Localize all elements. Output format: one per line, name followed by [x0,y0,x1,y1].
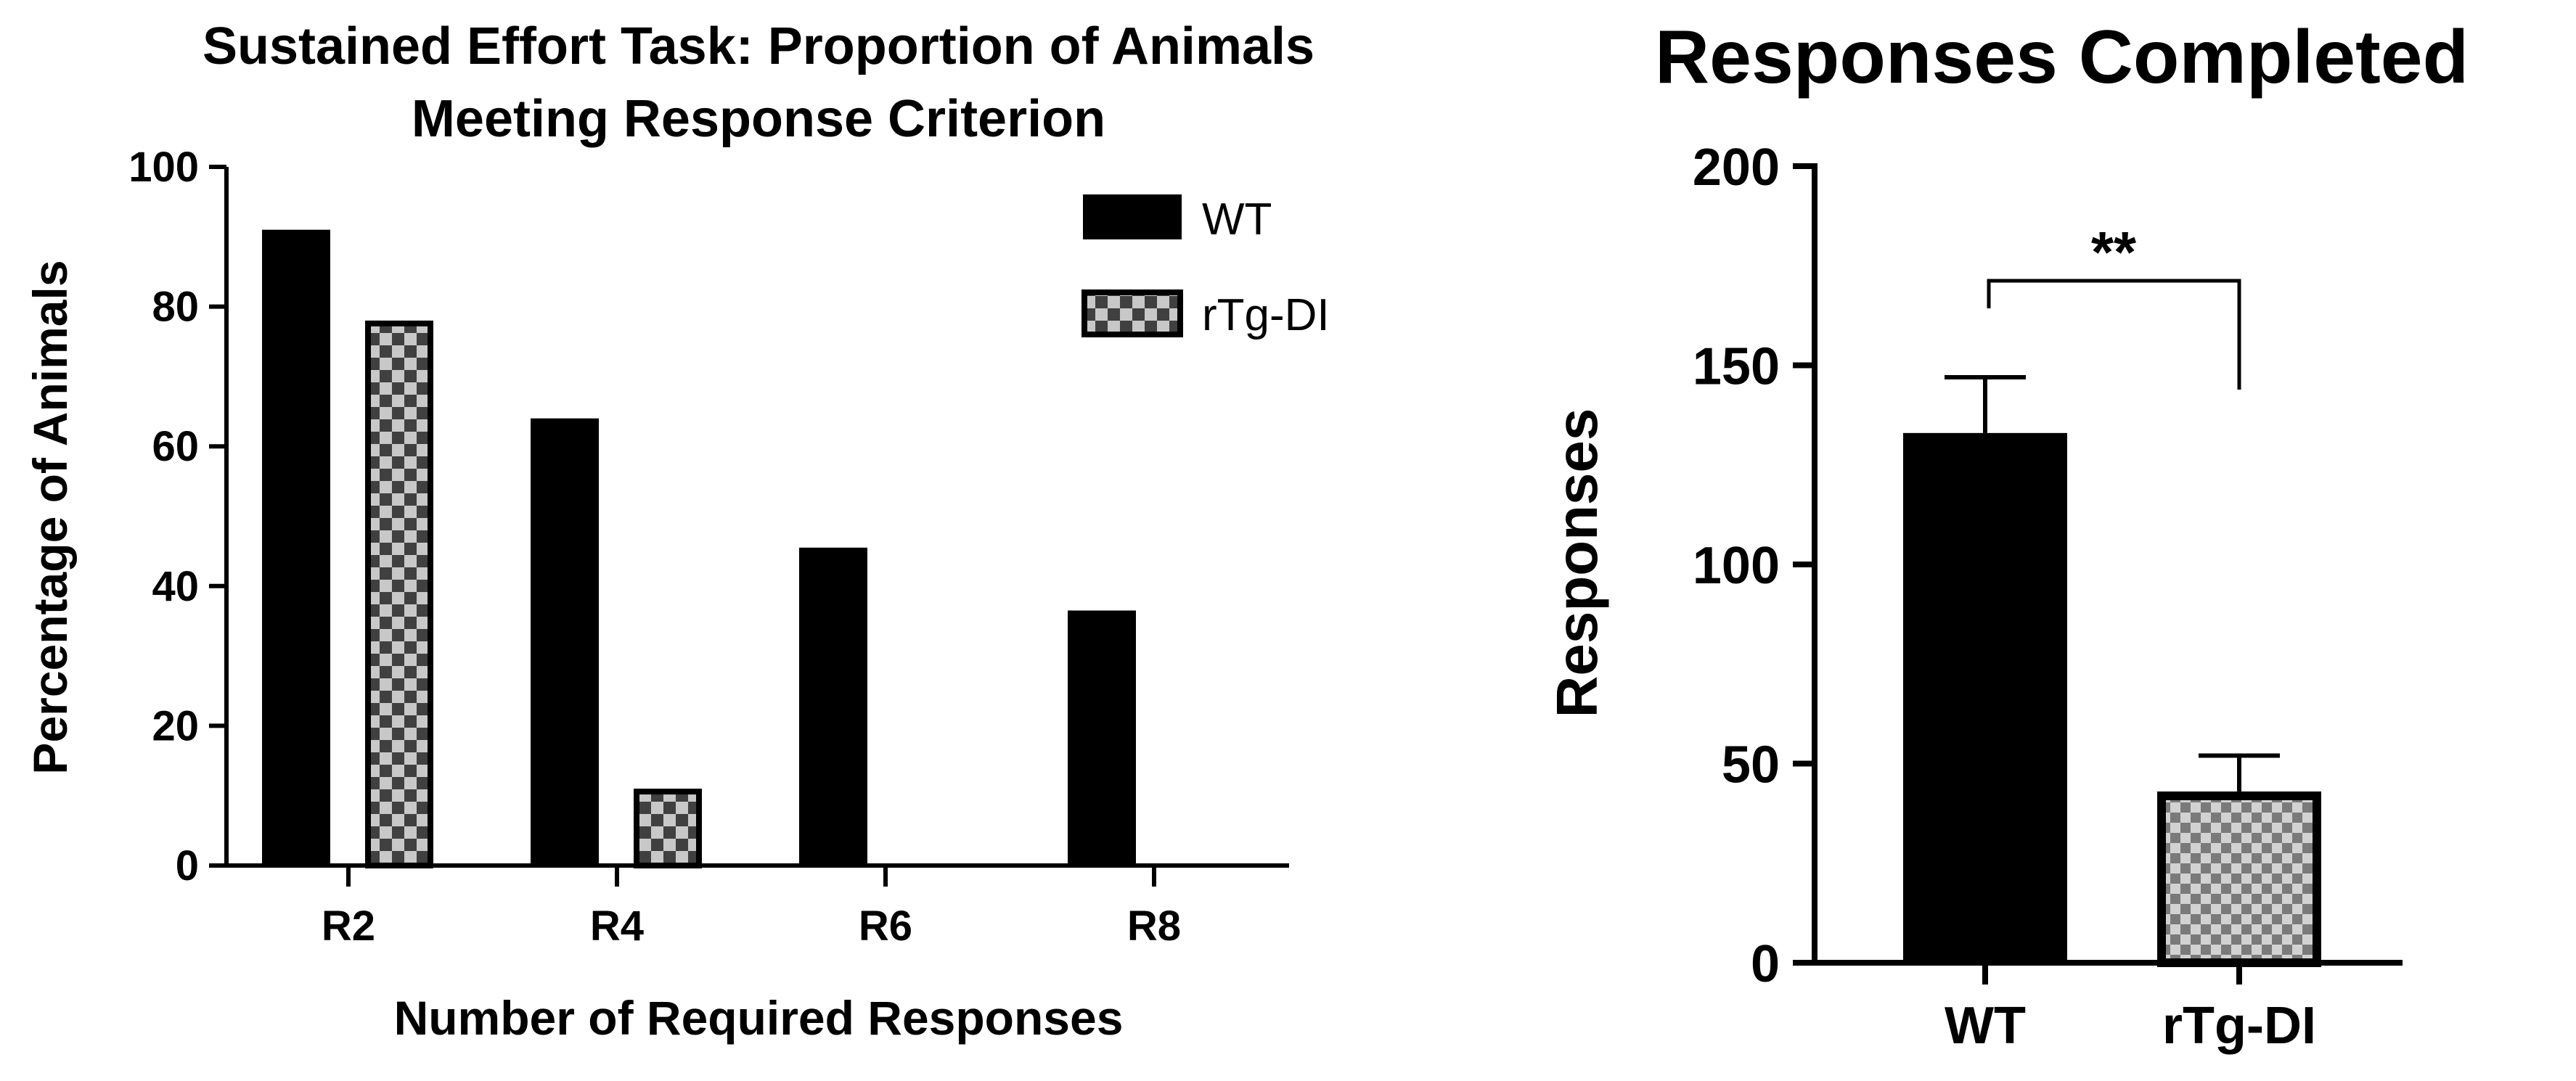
left-x-axis-label: Number of Required Responses [394,991,1124,1045]
left-x-tick-label-r2: R2 [322,903,375,950]
legend: WT rTg-DI [1081,194,1330,340]
left-y-tick-label-60: 60 [152,423,199,470]
bar-wt [1903,432,2067,963]
left-chart-title-line-1: Sustained Effort Task: Proportion of Ani… [203,17,1314,75]
significance-bracket-line [1987,279,2241,390]
significance-label: ** [2091,220,2137,284]
right-y-tick-label-200: 200 [1693,139,1780,197]
left-y-ticks: 0 20 40 60 80 100 [128,144,226,889]
bar-wt-r6 [799,547,867,866]
right-y-axis-label: Responses [1545,408,1609,718]
right-y-ticks: 0 50 100 150 200 [1693,139,1815,993]
right-x-tick-label-wt: WT [1945,997,2026,1055]
right-y-tick-label-50: 50 [1722,736,1780,794]
bar-wt-r2 [262,229,330,866]
legend-label-rtg-di: rTg-DI [1202,290,1330,340]
left-x-tick-label-r4: R4 [590,903,644,950]
legend-swatch-rtg-di [1081,289,1183,337]
bar-rtg-di-r4 [634,789,702,868]
right-y-tick-label-150: 150 [1693,338,1780,396]
right-chart-bars [1903,374,2321,968]
left-chart-bars [262,229,1136,868]
bar-wt-r4 [531,418,599,866]
left-y-tick-label-0: 0 [176,842,199,889]
bar-rtg-di [2157,791,2321,968]
right-x-ticks: WT rTg-DI [1945,963,2316,1055]
left-y-tick-label-40: 40 [152,563,199,610]
left-chart: Sustained Effort Task: Proportion of Ani… [23,17,1330,1045]
right-chart-title: Responses Completed [1655,15,2469,99]
left-y-tick-label-100: 100 [128,144,199,191]
bar-rtg-di-r2 [365,320,433,868]
legend-swatch-wt [1083,194,1182,239]
bar-wt-r8 [1068,610,1136,866]
left-x-tick-label-r8: R8 [1127,903,1181,950]
left-y-axis-label: Percentage of Animals [23,260,77,774]
left-x-ticks: R2 R4 R6 R8 [322,866,1181,950]
right-y-tick-label-100: 100 [1693,537,1780,595]
left-chart-title-line-2: Meeting Response Criterion [412,90,1105,148]
right-x-tick-label-rtg-di: rTg-DI [2162,997,2316,1055]
significance-bracket: ** [1987,220,2241,390]
left-y-tick-label-80: 80 [152,284,199,331]
right-y-tick-label-0: 0 [1751,935,1780,993]
right-chart: Responses Completed 0 50 100 150 200 WT rTg-D… [1545,15,2469,1055]
left-y-tick-label-20: 20 [152,702,199,749]
legend-label-wt: WT [1202,194,1272,244]
left-x-tick-label-r6: R6 [859,903,912,950]
